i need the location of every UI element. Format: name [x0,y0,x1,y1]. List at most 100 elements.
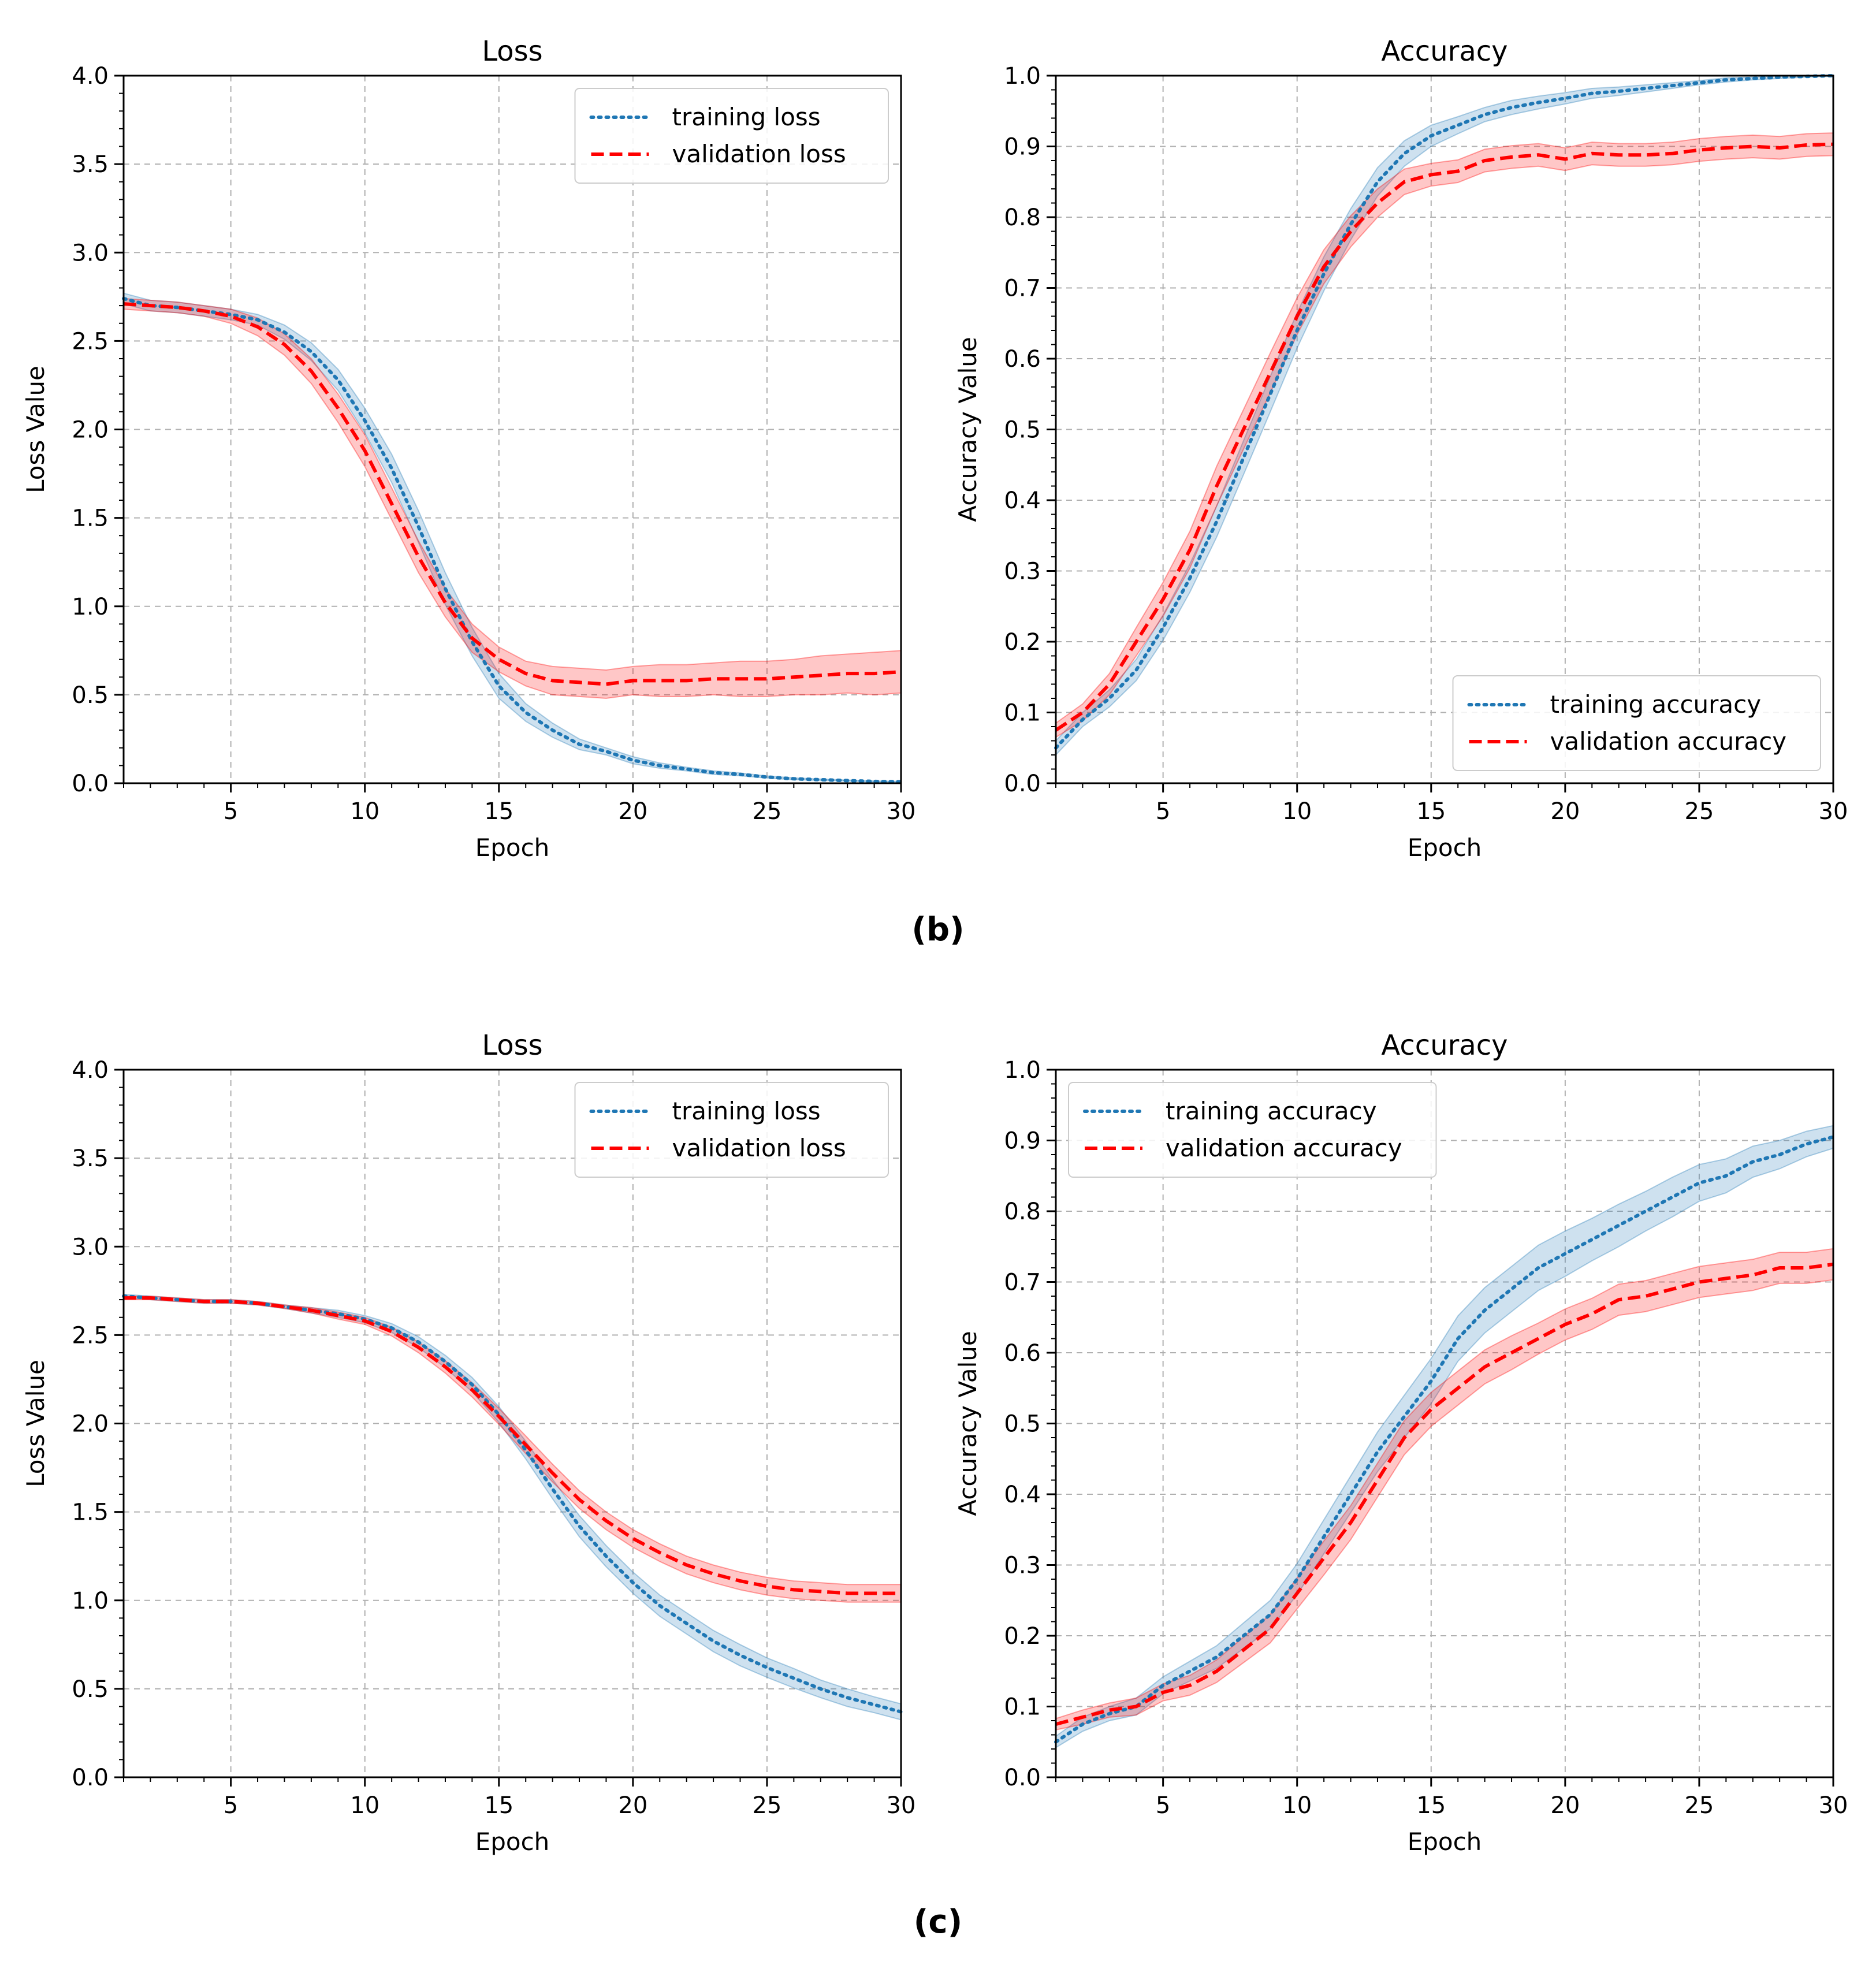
y-tick-label: 0.9 [1004,134,1041,161]
x-tick-label: 10 [1282,1792,1312,1819]
series-line-validation [1055,1262,1834,1726]
y-tick-label: 0.8 [1004,204,1041,231]
y-tick-label: 2.5 [72,328,109,355]
x-tick-label: 20 [1550,1792,1580,1819]
y-tick-label: 0.1 [1004,1694,1041,1721]
y-tick-label: 2.0 [72,1411,109,1438]
x-tick-label: 5 [1156,1792,1170,1819]
legend-box [574,88,889,184]
y-tick-label: 0.6 [1004,1340,1041,1367]
x-tick-label: 30 [1819,1792,1848,1819]
legend-label-training: training loss [672,103,821,131]
y-tick-label: 0.5 [1004,417,1041,444]
x-tick-label: 15 [1416,1792,1446,1819]
series-line-training [1054,1135,1835,1744]
legend: training loss validation loss [574,1082,889,1178]
series-line-validation [124,1296,901,1595]
x-axis-label: Epoch [475,833,550,862]
y-tick-label: 0.0 [72,1765,109,1791]
x-tick-label: 5 [224,1792,238,1819]
y-tick-label: 3.0 [72,240,109,266]
y-tick-label: 4.0 [72,1057,109,1084]
y-tick-label: 1.5 [72,505,109,532]
chart-title: Accuracy [1381,1029,1508,1062]
legend-box [1452,675,1821,771]
chart-c-loss: 5 10 15 20 25 30 0.0 0.5 1.0 1.5 2.0 2.5 3.0 3.5 4.0 Lo… [21,1029,915,1856]
y-tick-label: 0.9 [1004,1128,1041,1155]
legend-label-validation: validation accuracy [1550,727,1787,756]
chart-title: Accuracy [1381,35,1508,68]
chart-title: Loss [482,35,542,68]
x-tick-label: 30 [1819,798,1848,825]
legend-label-validation: validation loss [672,1134,846,1162]
y-tick-label: 0.7 [1004,1270,1041,1296]
y-tick-label: 0.1 [1004,700,1041,727]
y-tick-label: 3.5 [72,151,109,178]
x-tick-label: 10 [350,1792,379,1819]
x-tick-label: 20 [618,1792,647,1819]
y-tick-label: 0.0 [1004,1765,1041,1791]
legend-label-validation: validation loss [672,140,846,168]
x-axis-label: Epoch [1408,1828,1482,1856]
y-axis-label: Loss Value [21,1360,50,1487]
caption-c: (c) [914,1903,962,1941]
y-axis-label: Loss Value [21,366,50,493]
y-tick-label: 0.0 [72,771,109,797]
chart-c-acc: 5 10 15 20 25 30 0.0 0.1 0.2 0.3 0.4 0.5 0.6 0.7 0.8 0.… [954,1029,1848,1856]
legend-label-validation: validation accuracy [1166,1134,1402,1162]
y-axis-label: Accuracy Value [954,1331,982,1516]
x-axis-label: Epoch [1408,833,1482,862]
y-tick-label: 0.8 [1004,1199,1041,1225]
series-line-training [122,296,903,784]
chart-b-loss: 5 10 15 20 25 30 0.0 0.5 1.0 1.5 2.0 2.5 3.0 3.5 4.0 Lo… [21,35,915,862]
y-axis-label: Accuracy Value [954,337,982,522]
legend-label-training: training accuracy [1550,690,1762,719]
y-tick-label: 3.0 [72,1234,109,1260]
legend-box [1068,1082,1437,1178]
x-tick-label: 15 [484,798,513,825]
y-tick-label: 0.3 [1004,559,1041,585]
x-tick-label: 30 [887,1792,916,1819]
y-tick-label: 2.0 [72,417,109,444]
chart-b-acc: 5 10 15 20 25 30 0.0 0.1 0.2 0.3 0.4 0.5 0.6 0.7 0.8 0.… [954,35,1848,862]
legend-box [574,1082,889,1178]
x-tick-label: 10 [1282,798,1312,825]
x-tick-label: 10 [350,798,379,825]
x-tick-label: 30 [887,798,916,825]
chart-title: Loss [482,1029,542,1062]
x-tick-label: 20 [618,798,647,825]
x-tick-label: 25 [752,798,781,825]
x-tick-label: 25 [1684,798,1714,825]
series-line-training [1054,74,1835,750]
y-tick-label: 0.4 [1004,487,1041,514]
y-tick-label: 2.5 [72,1322,109,1349]
y-tick-label: 1.5 [72,1499,109,1526]
y-tick-label: 4.0 [72,63,109,90]
y-tick-label: 0.7 [1004,276,1041,302]
series-line-validation [1055,142,1834,732]
y-tick-label: 0.4 [1004,1482,1041,1508]
x-axis-label: Epoch [475,1828,550,1856]
x-tick-label: 15 [1416,798,1446,825]
caption-b: (b) [911,911,964,948]
y-tick-label: 1.0 [72,594,109,620]
y-tick-label: 0.2 [1004,629,1041,656]
y-tick-label: 0.0 [1004,771,1041,797]
y-tick-label: 0.5 [72,1676,109,1703]
legend: training accuracy validation accuracy [1452,675,1821,771]
legend-label-training: training accuracy [1166,1097,1377,1125]
y-tick-label: 1.0 [72,1588,109,1614]
legend: training loss validation loss [574,88,889,184]
y-tick-label: 3.5 [72,1145,109,1172]
y-tick-label: 0.5 [72,682,109,709]
series-line-validation [123,302,902,686]
x-tick-label: 15 [484,1792,513,1819]
x-tick-label: 5 [1156,798,1170,825]
x-tick-label: 5 [224,798,238,825]
x-tick-label: 25 [1684,1792,1714,1819]
y-tick-label: 0.2 [1004,1623,1041,1650]
legend: training accuracy validation accuracy [1068,1082,1437,1178]
y-tick-label: 1.0 [1004,1057,1041,1084]
y-tick-label: 0.5 [1004,1411,1041,1438]
